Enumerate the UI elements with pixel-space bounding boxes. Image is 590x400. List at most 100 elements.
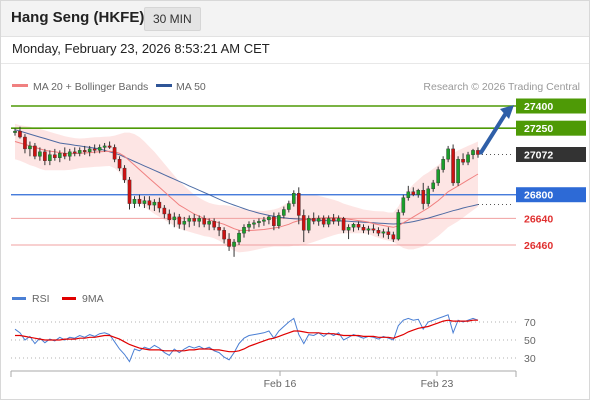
candle — [361, 224, 366, 234]
candle-body — [232, 241, 236, 247]
candle-body — [102, 145, 107, 148]
candle-body — [182, 221, 187, 225]
candle-body — [296, 193, 301, 216]
candle — [217, 221, 221, 237]
candle — [212, 218, 216, 231]
candle-body — [326, 218, 331, 225]
rsi-level-30-label: 30 — [524, 353, 536, 365]
candle — [376, 227, 381, 237]
candle-body — [13, 130, 17, 133]
rsi-level-70-label: 70 — [524, 317, 536, 329]
candle — [446, 145, 450, 163]
level-27072-tag-text: 27072 — [524, 150, 553, 162]
candle-body — [107, 145, 112, 148]
candle-body — [316, 218, 321, 222]
candle — [58, 150, 62, 163]
candle-body — [43, 151, 47, 161]
candle — [416, 188, 421, 198]
rsi-panel: 70 50 30 — [11, 314, 536, 365]
candle — [346, 224, 351, 240]
candle-body — [227, 238, 231, 247]
candle — [122, 165, 127, 183]
candle — [152, 199, 157, 211]
candle-body — [336, 218, 341, 222]
candle-body — [466, 154, 470, 163]
candle — [381, 228, 386, 238]
candle-body — [356, 224, 361, 228]
candle-body — [167, 213, 172, 221]
candle — [13, 128, 17, 136]
candle — [391, 231, 396, 243]
candle — [471, 148, 475, 160]
candle-body — [92, 148, 97, 151]
candle-body — [381, 231, 386, 234]
candle — [82, 145, 87, 155]
candle-body — [192, 218, 197, 222]
candle-body — [421, 190, 426, 204]
candle — [356, 221, 361, 231]
ma50-legend-swatch — [156, 84, 172, 87]
level-27250-tag-text: 27250 — [524, 123, 553, 135]
candle — [441, 156, 445, 173]
candle-body — [147, 200, 152, 206]
candle — [38, 147, 42, 161]
candle — [162, 205, 167, 219]
candle — [267, 215, 271, 225]
level-26800-tag-text: 26800 — [524, 190, 553, 202]
candle-body — [391, 234, 396, 240]
candle — [426, 185, 431, 207]
candle — [117, 156, 122, 172]
candle-body — [291, 193, 296, 204]
candle — [291, 190, 296, 207]
candle — [366, 225, 371, 235]
forecast-arrow-shaft — [479, 111, 508, 155]
candle — [33, 142, 37, 160]
x-label-feb23: Feb 23 — [421, 378, 454, 390]
candle-body — [361, 227, 366, 231]
candle — [282, 206, 286, 219]
candle — [421, 182, 426, 210]
candle-body — [346, 227, 351, 231]
candle-body — [436, 169, 440, 184]
candle-body — [401, 197, 406, 213]
candle — [137, 194, 142, 207]
candle-body — [341, 218, 346, 231]
candle — [232, 239, 236, 257]
candle — [187, 215, 192, 228]
candle-body — [321, 218, 326, 225]
rsi-level-50-label: 50 — [524, 335, 536, 347]
candle — [277, 212, 281, 229]
candle — [247, 221, 251, 232]
candle — [167, 209, 172, 225]
candle-body — [331, 218, 336, 222]
candle — [87, 145, 92, 157]
candle-body — [267, 216, 271, 221]
candle-body — [112, 147, 117, 160]
candle — [431, 179, 435, 192]
candle — [112, 144, 117, 163]
candle-body — [58, 153, 62, 158]
candle-body — [456, 159, 460, 184]
candle — [72, 147, 77, 157]
candle-body — [237, 232, 241, 243]
candle-body — [137, 198, 142, 204]
candle-body — [157, 201, 162, 209]
candle-body — [262, 219, 266, 222]
candle — [321, 215, 326, 228]
candle-body — [247, 224, 251, 228]
candle-body — [18, 130, 22, 138]
candle-body — [132, 198, 137, 204]
candle-body — [277, 215, 281, 226]
candle — [341, 216, 346, 234]
instrument-title: Hang Seng (HKFE) — [11, 9, 145, 26]
timeframe-badge[interactable]: 30 MIN — [144, 7, 201, 31]
candle-body — [67, 151, 72, 157]
candle-body — [212, 221, 216, 228]
candle — [401, 194, 406, 216]
candlestick-series — [13, 126, 480, 257]
level-26640-label: 26640 — [524, 213, 553, 225]
candle — [43, 148, 47, 166]
candle-body — [351, 224, 356, 228]
candle — [67, 148, 72, 161]
level-27072-tag — [516, 147, 586, 163]
